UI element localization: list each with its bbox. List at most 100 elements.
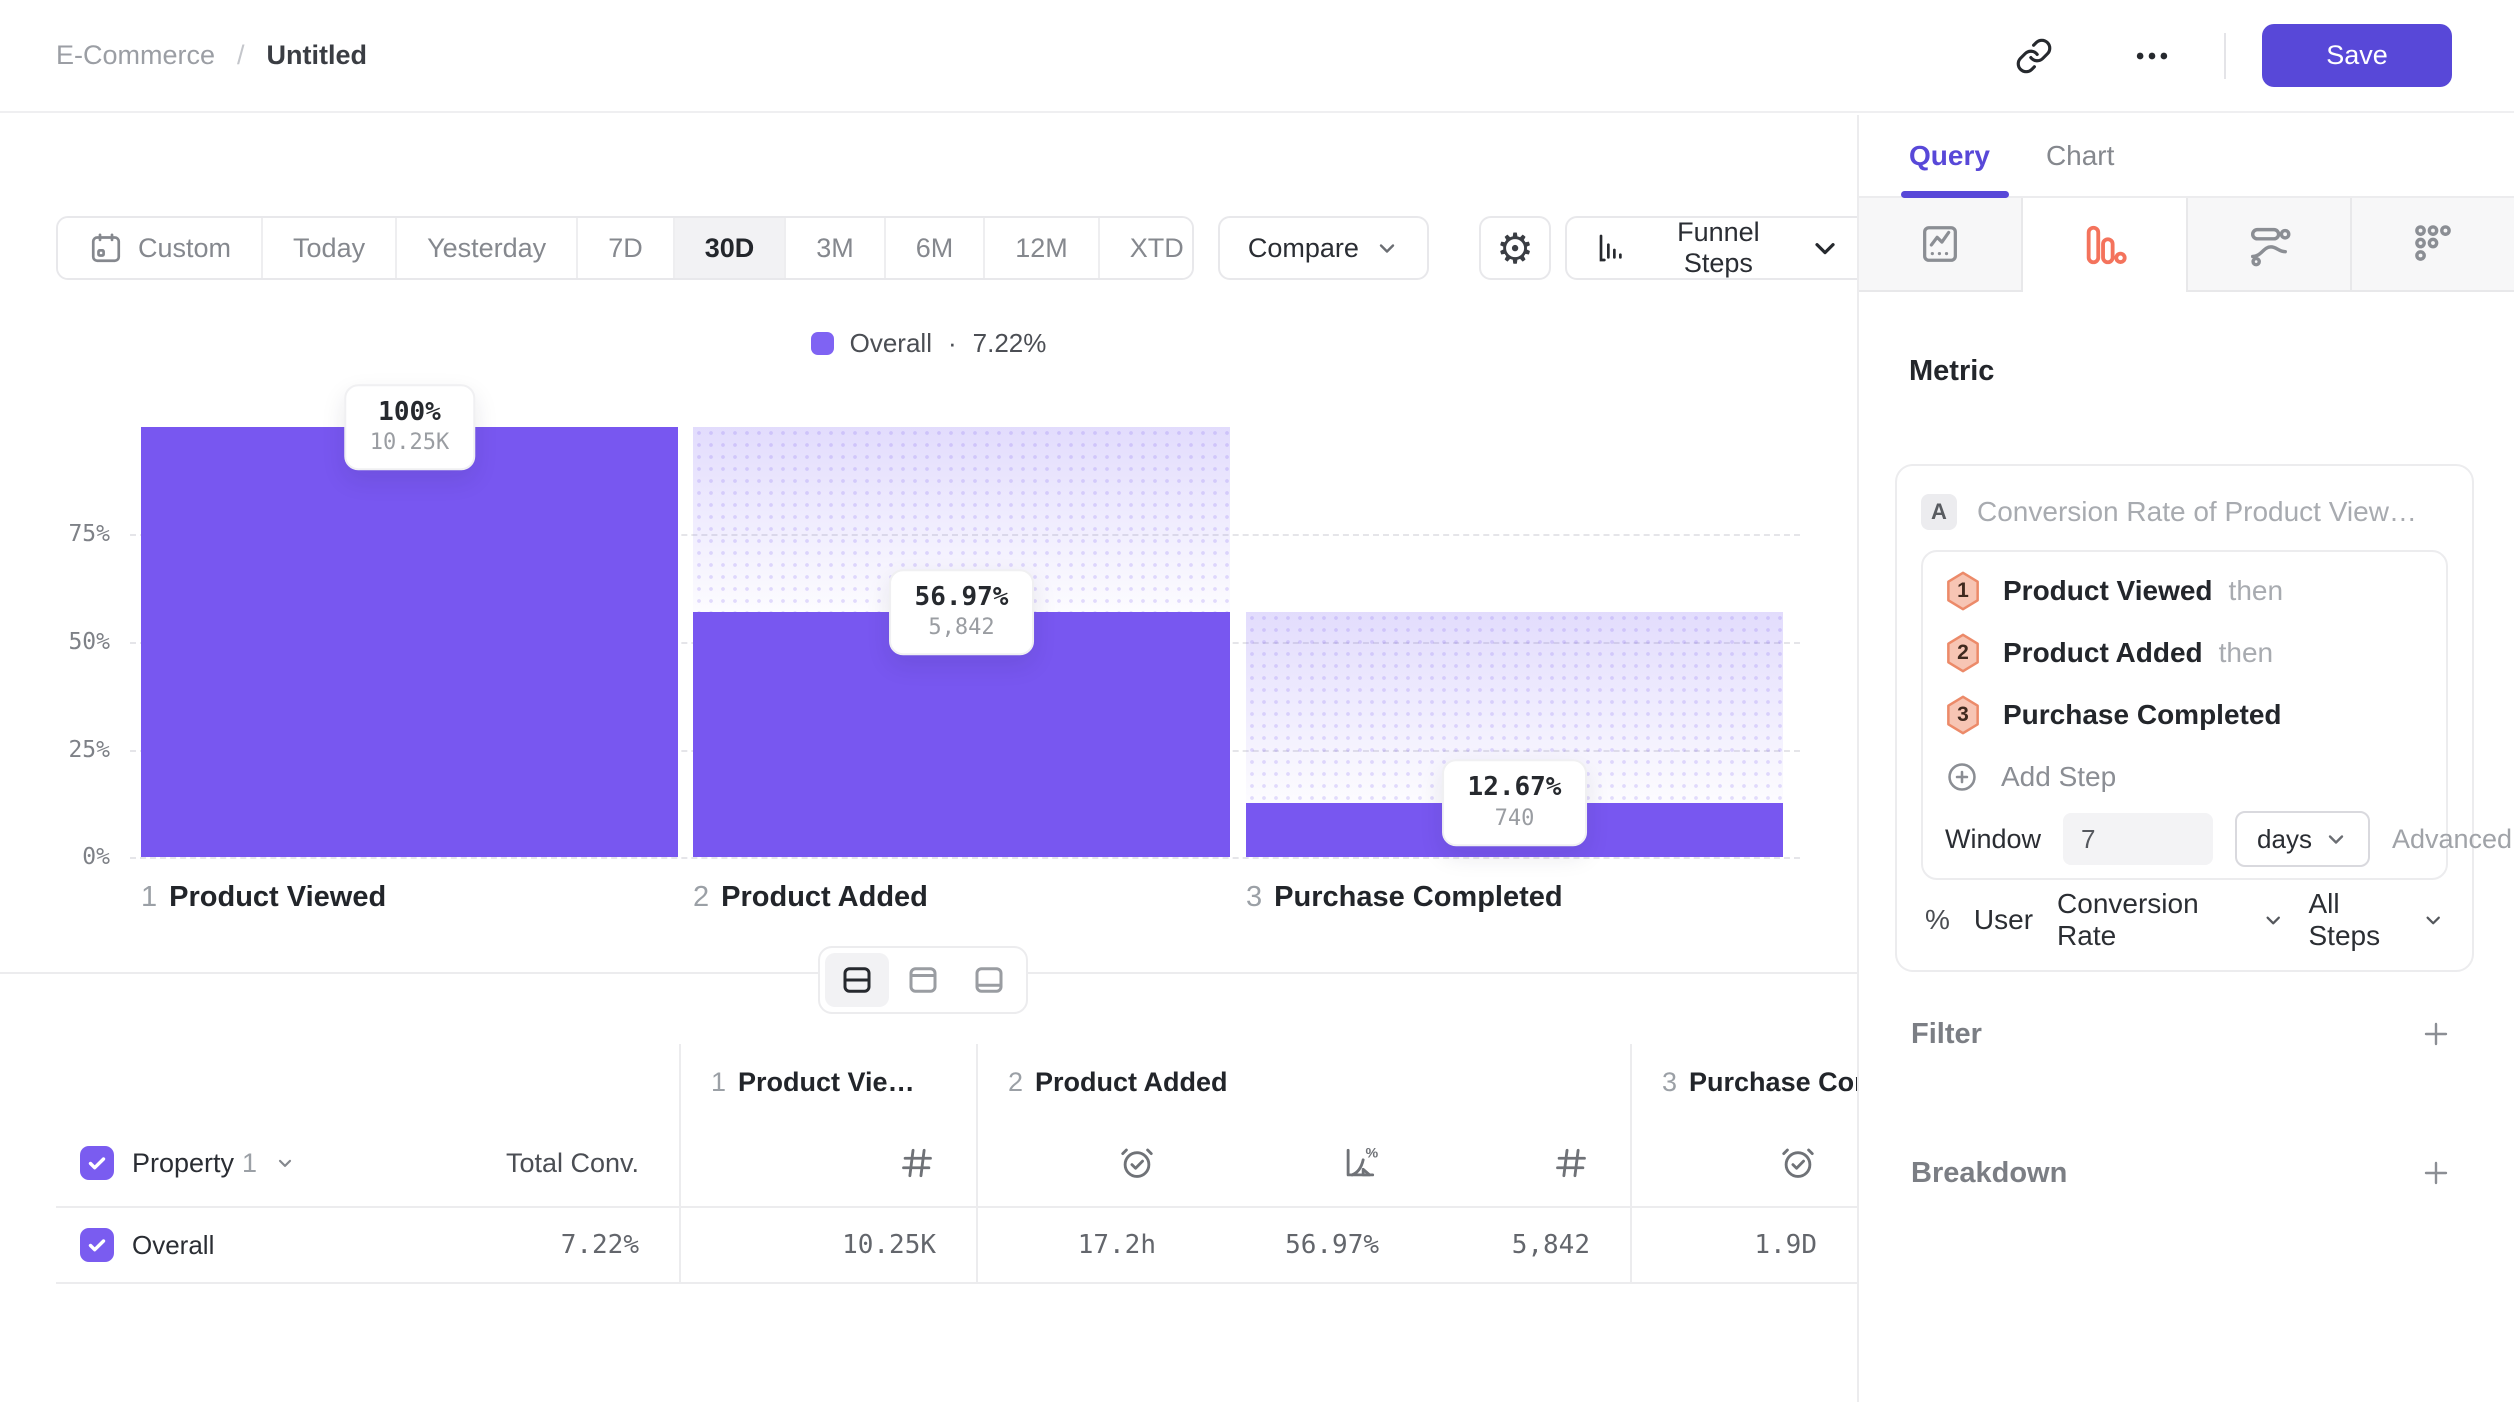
window-row: Window days Advanced (1945, 808, 2512, 870)
group-header-step-1: 1 Product Vie… (681, 1044, 978, 1120)
funnel-bars-mini-icon (1599, 234, 1623, 262)
results-table: 1 Product Vie… 2 Product Added 3 Purchas… (56, 1044, 1857, 1284)
property-index: 1 (242, 1147, 258, 1178)
table-group-header-row: 1 Product Vie… 2 Product Added 3 Purchas… (56, 1044, 1857, 1120)
step2-count-value: 5,842 (1511, 1230, 1590, 1260)
advanced-label: Advanced (2391, 823, 2513, 854)
row-name: Overall (132, 1229, 215, 1260)
add-breakdown-icon[interactable] (2414, 1151, 2458, 1195)
select-all-checkbox[interactable] (80, 1146, 114, 1180)
x-label-step-3: 3 Purchase Completed (1246, 881, 1563, 914)
add-filter-icon[interactable] (2414, 1012, 2458, 1056)
compare-label: Compare (1247, 232, 1359, 263)
table-row-overall[interactable]: Overall 7.22% 10.25K 17.2h 56.97% 5,842 … (56, 1208, 1857, 1284)
step-row-1[interactable]: 1 Product Viewed then (1945, 560, 2424, 622)
funnel-bar-product-viewed[interactable]: 100% 10.25K (141, 383, 678, 857)
legend-item-overall[interactable]: Overall · 7.22% (810, 328, 1046, 359)
dot-funnel-type-icon[interactable] (2351, 198, 2514, 292)
window-label: Window (1945, 823, 2042, 854)
range-3m[interactable]: 3M (786, 218, 886, 278)
step-event-name: Product Added (2003, 637, 2203, 668)
time-to-convert-icon[interactable] (978, 1120, 1196, 1206)
tooltip-percent: 100% (378, 396, 441, 427)
window-unit-select[interactable]: days (2235, 811, 2370, 867)
breadcrumb: E-Commerce / Untitled (56, 40, 367, 71)
tab-query[interactable]: Query (1909, 139, 1990, 171)
range-7d[interactable]: 7D (578, 218, 675, 278)
measured-entity[interactable]: User (1973, 904, 2034, 935)
chevron-down-icon (2426, 916, 2440, 925)
range-30d-selected[interactable]: 30D (674, 218, 787, 278)
conversion-over-time-icon[interactable]: % (1196, 1120, 1419, 1206)
funnel-bar-purchase-completed[interactable]: 12.67% 740 (1246, 427, 1783, 857)
layout-toggle-group (818, 946, 1028, 1014)
funnel-bars-type-icon[interactable] (2023, 198, 2188, 292)
tab-chart[interactable]: Chart (2045, 139, 2115, 171)
chevron-down-icon (278, 1159, 292, 1167)
add-step-label: Add Step (2001, 761, 2117, 792)
step-1-badge: 1 (1945, 571, 1981, 611)
range-today[interactable]: Today (263, 218, 398, 278)
tooltip-percent: 12.67% (1467, 772, 1562, 803)
range-yesterday[interactable]: Yesterday (397, 218, 579, 278)
bar-tooltip: 56.97% 5,842 (888, 568, 1035, 656)
save-button[interactable]: Save (2262, 24, 2452, 87)
x-label-step-2: 2 Product Added (693, 881, 928, 914)
chart-view-type-button[interactable]: Funnel Steps (1565, 216, 1872, 280)
flow-type-icon[interactable] (2187, 198, 2352, 292)
measured-scope-select[interactable]: All Steps (2309, 888, 2445, 952)
panel-tabs: Query Chart (1859, 115, 2514, 198)
measured-metric-select[interactable]: Conversion Rate (2057, 888, 2284, 952)
compare-button[interactable]: Compare (1217, 216, 1429, 280)
funnel-bar-product-added[interactable]: 56.97% 5,842 (693, 427, 1230, 857)
time-to-convert-icon[interactable] (1632, 1120, 1857, 1206)
count-metric-icon[interactable] (1419, 1120, 1632, 1206)
share-link-icon[interactable] (2006, 28, 2062, 84)
view-type-label: Funnel Steps (1677, 217, 1760, 278)
metric-summary-row[interactable]: A Conversion Rate of Product View… (1921, 482, 2448, 542)
breadcrumb-parent[interactable]: E-Commerce (56, 40, 216, 70)
chart-toolbar: Custom Today Yesterday 7D 30D 3M 6M 12M … (56, 216, 1872, 280)
table-only-toggle-icon[interactable] (957, 953, 1021, 1007)
chart-settings-button[interactable]: ⚙ (1478, 216, 1552, 280)
range-label: 12M (1015, 232, 1068, 263)
measured-metric-label: Conversion Rate (2057, 888, 2199, 951)
more-options-icon[interactable] (2124, 28, 2180, 84)
property-header-cell[interactable]: Property 1 (56, 1120, 441, 1206)
line-chart-type-icon[interactable] (1859, 198, 2024, 292)
query-panel: Query Chart (1857, 115, 2514, 1402)
total-conv-value: 7.22% (560, 1230, 639, 1260)
range-label: Custom (138, 232, 232, 263)
range-custom[interactable]: Custom (58, 218, 264, 278)
count-metric-icon[interactable] (681, 1120, 978, 1206)
row-checkbox[interactable] (80, 1228, 114, 1262)
range-12m[interactable]: 12M (985, 218, 1100, 278)
advanced-toggle[interactable]: Advanced (2392, 824, 2514, 855)
date-range-control: Custom Today Yesterday 7D 30D 3M 6M 12M … (56, 216, 1194, 280)
chart-only-toggle-icon[interactable] (891, 953, 955, 1007)
tooltip-percent: 56.97% (914, 581, 1009, 612)
legend-dot: · (947, 328, 957, 358)
split-view-toggle-icon[interactable] (825, 953, 889, 1007)
range-xtd[interactable]: XTD (1099, 218, 1192, 278)
breadcrumb-current[interactable]: Untitled (266, 40, 368, 70)
y-axis-tick: 25% (68, 737, 110, 763)
group-number: 2 (1008, 1066, 1024, 1097)
window-value-input[interactable] (2063, 813, 2214, 865)
step2-time-value: 17.2h (1077, 1230, 1156, 1260)
breakdown-section: Breakdown (1911, 1151, 2458, 1195)
tooltip-count: 5,842 (928, 615, 995, 641)
step-row-3[interactable]: 3 Purchase Completed (1945, 684, 2424, 746)
range-6m[interactable]: 6M (885, 218, 986, 278)
add-step-row[interactable]: Add Step (1945, 746, 2424, 808)
bar-solid (141, 427, 678, 857)
y-axis-tick: 50% (68, 629, 110, 655)
window-unit-label: days (2257, 823, 2312, 854)
step-row-2[interactable]: 2 Product Added then (1945, 622, 2424, 684)
step-event-name: Purchase Completed (2003, 699, 2282, 730)
step-number: 1 (141, 881, 158, 913)
chevron-down-icon (1815, 243, 1835, 255)
y-axis-tick: 0% (82, 844, 110, 870)
range-label: XTD (1129, 232, 1184, 263)
metric-summary-text: Conversion Rate of Product View… (1977, 496, 2417, 527)
